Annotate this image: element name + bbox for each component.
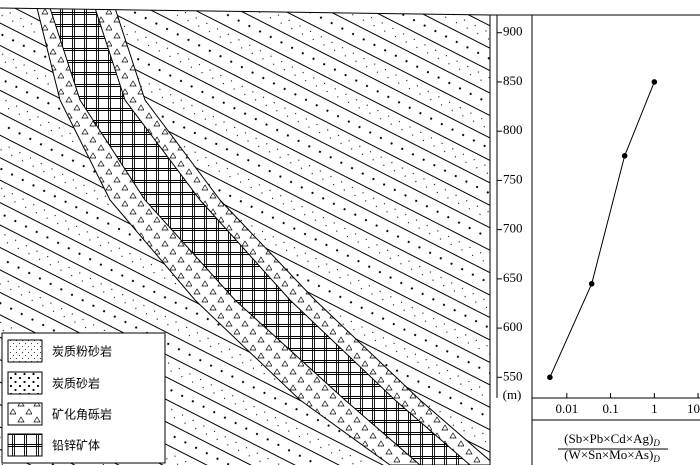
- y-tick-label: 900: [503, 24, 523, 39]
- legend-swatch: [7, 371, 43, 395]
- x-tick-label: 0.01: [555, 401, 578, 416]
- chart-frame: [490, 14, 700, 465]
- y-tick-label: 550: [503, 368, 523, 383]
- legend-label: 铅锌矿体: [52, 439, 100, 453]
- y-axis-label: (m): [503, 387, 522, 402]
- data-point: [588, 280, 595, 287]
- x-tick-label: 0.1: [602, 401, 618, 416]
- x-axis-label-denominator: (W×Sn×Mo×As)D: [564, 447, 660, 464]
- y-tick-label: 700: [503, 221, 523, 236]
- data-point: [621, 152, 628, 159]
- y-tick-label: 750: [503, 171, 523, 186]
- legend-swatch: [7, 339, 43, 363]
- breccia-zone: [36, 8, 490, 465]
- y-tick-label: 850: [503, 73, 523, 88]
- x-tick-label: 1: [651, 401, 658, 416]
- legend-swatch: [7, 433, 43, 457]
- y-tick-label: 650: [503, 270, 523, 285]
- x-tick-label: 10: [687, 401, 700, 416]
- y-tick-label: 600: [503, 319, 523, 334]
- y-tick-label: 800: [503, 122, 523, 137]
- data-point: [651, 79, 658, 85]
- x-axis-label-numerator: (Sb×Pb×Cd×Ag)D: [564, 431, 660, 448]
- data-point: [547, 374, 553, 381]
- legend-label: 炭质粉砂岩: [52, 344, 112, 359]
- data-line: [549, 81, 655, 378]
- chart: (m) (Sb×Pb×Cd×Ag)D (W×Sn×Mo×As)D 550 600 6…: [490, 14, 700, 465]
- legend-swatch: [7, 402, 43, 426]
- ore-body: [49, 8, 472, 465]
- legend-label: 炭质砂岩: [52, 376, 100, 391]
- legend-label: 矿化角砾岩: [52, 407, 112, 422]
- legend: 炭质粉砂岩 炭质砂岩 矿化角砾岩 铅锌矿体: [1, 332, 166, 464]
